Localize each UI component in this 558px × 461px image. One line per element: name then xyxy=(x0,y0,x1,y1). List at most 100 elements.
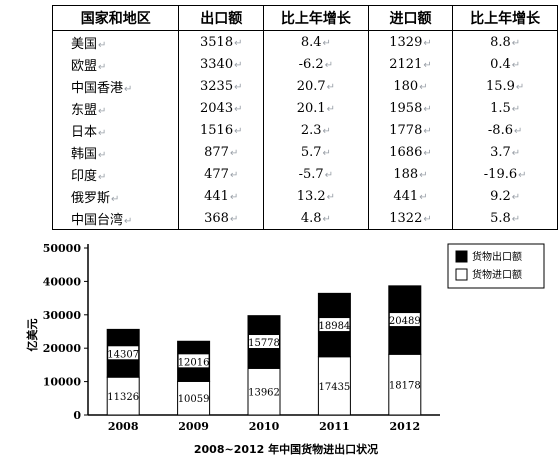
cell-value: -8.6 xyxy=(487,122,513,138)
paragraph-mark-icon: ↵ xyxy=(229,191,239,203)
cell-export-growth: 20.7↵ xyxy=(263,75,369,97)
cell-value: 5.8 xyxy=(490,210,511,226)
data-label-import: 17435 xyxy=(318,382,350,393)
cell-export-growth: 4.8↵ xyxy=(263,207,369,230)
header-import: 进口额 xyxy=(367,5,454,31)
cell-value: 中国香港 xyxy=(71,80,124,96)
paragraph-mark-icon: ↵ xyxy=(322,147,331,159)
cell-export: 3235↵ xyxy=(178,75,265,97)
cell-value: 1.5 xyxy=(490,100,511,116)
cell-import-growth: 3.7↵ xyxy=(452,141,558,163)
cell-value: 8.8 xyxy=(490,34,511,50)
cell-export: 368↵ xyxy=(178,207,265,230)
trade-table: 国家和地区 出口额 比上年增长 进口额 比上年增长 美国↵ 3518↵ 8.4↵ 13… xyxy=(51,5,558,230)
cell-region: 印度↵ xyxy=(51,163,180,185)
cell-value: 368 xyxy=(204,210,229,226)
paragraph-mark-icon: ↵ xyxy=(322,213,331,225)
cell-import-growth: 5.8↵ xyxy=(452,207,558,230)
cell-region: 俄罗斯↵ xyxy=(51,185,180,207)
cell-value: -6.2 xyxy=(298,56,324,72)
y-tick-label: 40000 xyxy=(43,275,82,288)
x-tick-label: 2010 xyxy=(249,420,280,433)
cell-region: 欧盟↵ xyxy=(51,53,180,75)
cell-region: 东盟↵ xyxy=(51,97,180,119)
cell-value: 4.8 xyxy=(300,210,322,226)
paragraph-mark-icon: ↵ xyxy=(326,81,336,93)
paragraph-mark-icon: ↵ xyxy=(326,191,336,203)
x-tick-label: 2008 xyxy=(108,420,139,433)
paragraph-mark-icon: ↵ xyxy=(98,61,107,73)
data-label-import: 11326 xyxy=(107,392,139,403)
paragraph-mark-icon: ↵ xyxy=(419,191,428,203)
x-tick-label: 2012 xyxy=(389,420,420,433)
bar-import-2012 xyxy=(388,353,422,416)
cell-import: 1329↵ xyxy=(367,30,454,53)
paragraph-mark-icon: ↵ xyxy=(98,105,107,117)
cell-region: 美国↵ xyxy=(51,30,180,53)
bar-import-2008 xyxy=(106,376,140,416)
cell-value: 3518 xyxy=(200,34,234,50)
x-tick-label: 2009 xyxy=(178,420,209,433)
cell-import-growth: 0.4↵ xyxy=(452,53,558,75)
cell-value: 2121 xyxy=(389,56,423,72)
table-body: 美国↵ 3518↵ 8.4↵ 1329↵ 8.8↵ 欧盟↵ 3340↵ -6.2↵ 2121↵ 0… xyxy=(51,30,558,230)
paragraph-mark-icon: ↵ xyxy=(234,81,243,93)
cell-export-growth: 5.7↵ xyxy=(263,141,369,163)
table-row: 中国台湾↵ 368↵ 4.8↵ 1322↵ 5.8↵ xyxy=(51,207,558,230)
legend-label: 货物出口额 xyxy=(472,250,522,263)
y-tick-label: 50000 xyxy=(43,242,82,255)
cell-export-growth: 13.2↵ xyxy=(263,185,369,207)
cell-value: 1329 xyxy=(389,34,423,50)
cell-export: 441↵ xyxy=(178,185,265,207)
cell-import: 1958↵ xyxy=(367,97,454,119)
cell-export-growth: -5.7↵ xyxy=(263,163,369,185)
cell-value: 3340 xyxy=(200,56,234,72)
table-row: 印度↵ 477↵ -5.7↵ 188↵ -19.6↵ xyxy=(51,163,558,185)
cell-export: 2043↵ xyxy=(178,97,265,119)
paragraph-mark-icon: ↵ xyxy=(234,103,243,115)
paragraph-mark-icon: ↵ xyxy=(423,147,432,159)
bar-import-2011 xyxy=(317,356,351,416)
cell-import-growth: 15.9↵ xyxy=(452,75,558,97)
paragraph-mark-icon: ↵ xyxy=(322,125,331,137)
paragraph-mark-icon: ↵ xyxy=(229,169,239,181)
paragraph-mark-icon: ↵ xyxy=(511,103,521,115)
cell-value: 3235 xyxy=(200,78,234,94)
header-import-growth: 比上年增长 xyxy=(452,5,558,31)
data-label-box xyxy=(319,318,350,332)
cell-import: 188↵ xyxy=(367,163,454,185)
cell-value: 20.7 xyxy=(296,78,326,94)
cell-value: 1322 xyxy=(389,210,423,226)
data-label-box xyxy=(178,354,209,368)
cell-value: 2.3 xyxy=(300,122,322,138)
cell-value: -5.7 xyxy=(298,166,324,182)
x-tick-label: 2011 xyxy=(319,420,350,433)
cell-value: 5.7 xyxy=(300,144,322,160)
cell-export: 3518↵ xyxy=(178,30,265,53)
header-export: 出口额 xyxy=(178,5,265,31)
paragraph-mark-icon: ↵ xyxy=(419,81,428,93)
cell-value: 3.7 xyxy=(490,144,511,160)
cell-import-growth: 1.5↵ xyxy=(452,97,558,119)
cell-region: 韩国↵ xyxy=(51,141,180,163)
table-row: 韩国↵ 877↵ 5.7↵ 1686↵ 3.7↵ xyxy=(51,141,558,163)
table-row: 东盟↵ 2043↵ 20.1↵ 1958↵ 1.5↵ xyxy=(51,97,558,119)
chart-title: 2008~2012 年中国货物进出口状况 xyxy=(194,442,378,456)
cell-value: 877 xyxy=(204,144,229,160)
cell-value: 韩国 xyxy=(71,146,98,162)
paragraph-mark-icon: ↵ xyxy=(326,103,336,115)
cell-value: 1958 xyxy=(389,100,423,116)
paragraph-mark-icon: ↵ xyxy=(98,39,107,51)
data-label-export: 20489 xyxy=(389,316,421,327)
header-region: 国家和地区 xyxy=(51,5,180,31)
table-header-row: 国家和地区 出口额 比上年增长 进口额 比上年增长 xyxy=(51,5,558,31)
cell-export: 877↵ xyxy=(178,141,265,163)
cell-export: 1516↵ xyxy=(178,119,265,141)
cell-export-growth: 8.4↵ xyxy=(263,30,369,53)
cell-export: 3340↵ xyxy=(178,53,265,75)
cell-region: 中国台湾↵ xyxy=(51,207,180,230)
paragraph-mark-icon: ↵ xyxy=(234,59,243,71)
paragraph-mark-icon: ↵ xyxy=(229,213,239,225)
cell-value: 8.4 xyxy=(300,34,322,50)
